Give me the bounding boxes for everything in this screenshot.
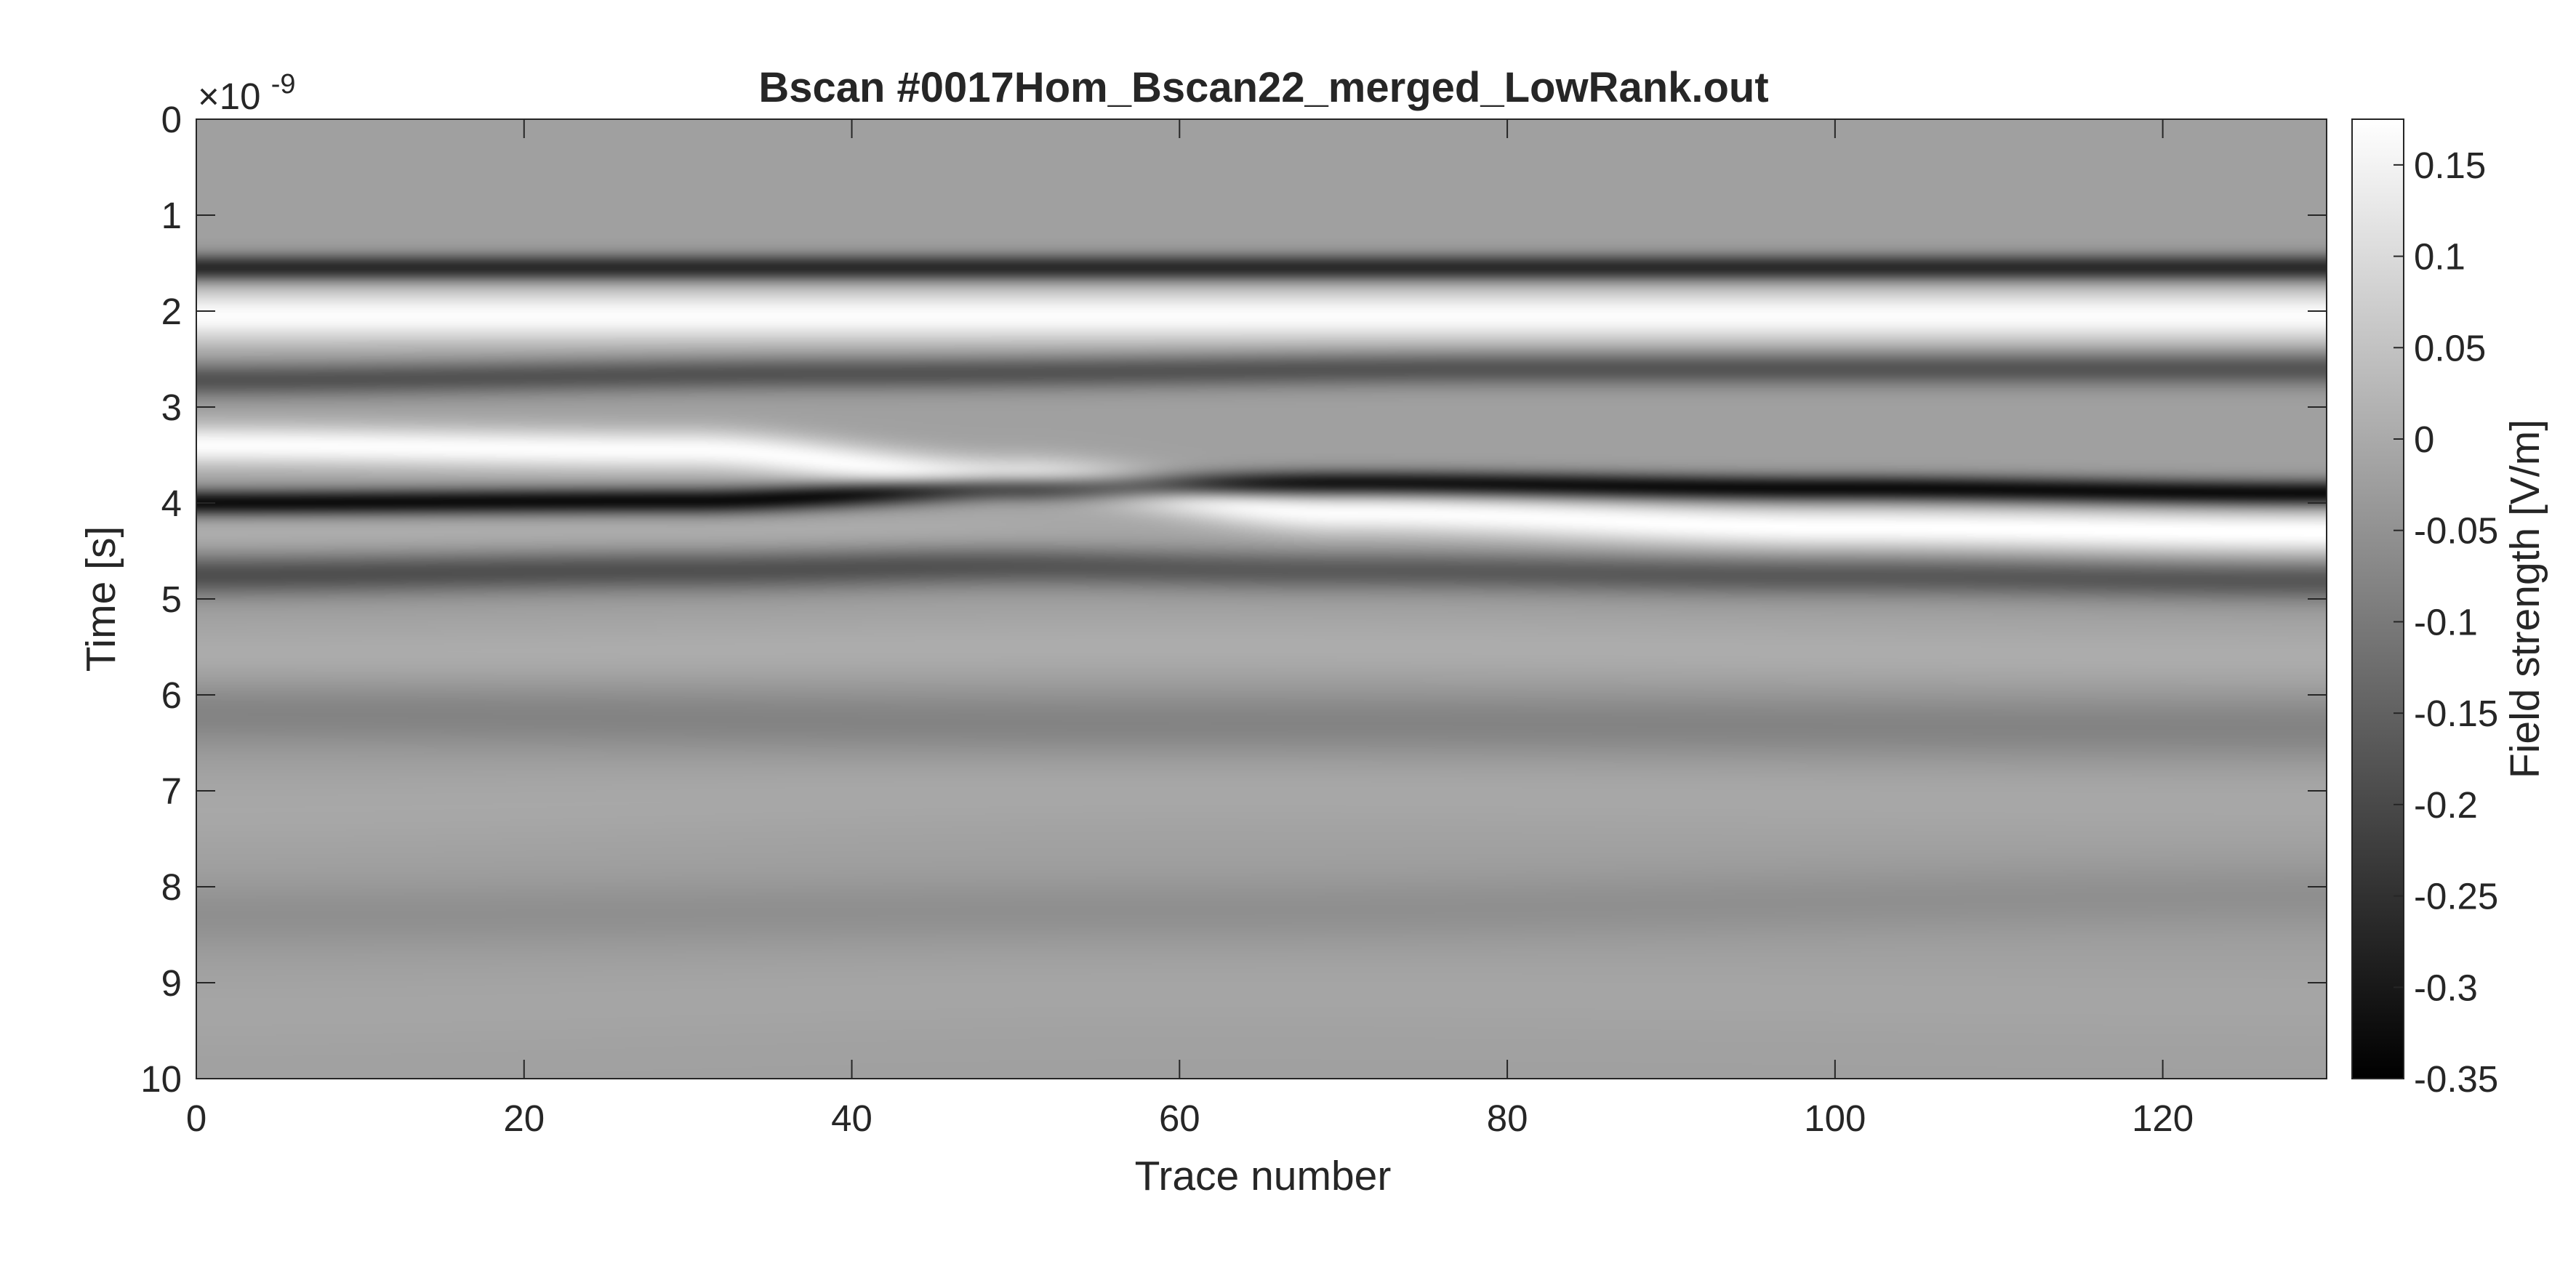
colorbar-tick-label: 0.15	[2414, 145, 2486, 186]
y-tick-label: 9	[161, 962, 182, 1004]
y-axis: 0 1 2 3 4 5 6 7 8 9 10	[140, 99, 2327, 1100]
y-tick-label: 10	[140, 1058, 182, 1100]
y-axis-label: Time [s]	[78, 526, 124, 672]
colorbar-ticks: 0.15 0.1 0.05 0 -0.05 -0.1 -0.15 -0.2 -0.25 -0.3 -…	[2394, 145, 2498, 1100]
colorbar-label: Field strength [V/m]	[2502, 419, 2548, 778]
x-tick-label: 40	[831, 1098, 872, 1139]
y-tick-label: 2	[161, 291, 182, 332]
colorbar-tick-label: -0.25	[2414, 876, 2498, 917]
chart-title: Bscan #0017Hom_Bscan22_merged_LowRank.ou…	[758, 64, 1768, 111]
y-tick-label: 1	[161, 195, 182, 236]
colorbar-tick-label: 0	[2414, 419, 2434, 460]
x-tick-label: 0	[186, 1098, 206, 1139]
y-axis-exponent: ×10 -9	[198, 69, 295, 117]
colorbar: 0.15 0.1 0.05 0 -0.05 -0.1 -0.15 -0.2 -0.25 -0.3 -…	[2351, 118, 2548, 1100]
svg-text:×10 -9: ×10 -9	[198, 69, 295, 117]
y-tick-label: 0	[161, 99, 182, 140]
y-tick-label: 4	[161, 483, 182, 524]
y-tick-label: 7	[161, 770, 182, 812]
colorbar-tick-label: -0.15	[2414, 693, 2498, 734]
colorbar-tick-label: -0.35	[2414, 1058, 2498, 1100]
y-exponent-base: ×10	[198, 76, 261, 117]
bscan-heatmap	[196, 119, 2327, 1079]
colorbar-tick-label: 0.05	[2414, 327, 2486, 369]
x-tick-label: 100	[1804, 1098, 1866, 1139]
y-exponent-power: -9	[271, 69, 296, 100]
colorbar-tick-label: -0.2	[2414, 784, 2478, 826]
y-tick-label: 5	[161, 579, 182, 620]
x-tick-label: 60	[1159, 1098, 1200, 1139]
y-tick-label: 6	[161, 675, 182, 716]
x-axis: 0 20 40 60 80 100 120	[186, 119, 2194, 1139]
x-axis-label: Trace number	[1135, 1153, 1392, 1199]
plot-area	[196, 118, 2327, 1079]
colorbar-tick-label: -0.05	[2414, 510, 2498, 552]
x-tick-label: 80	[1487, 1098, 1528, 1139]
colorbar-tick-label: -0.1	[2414, 601, 2478, 643]
y-tick-label: 8	[161, 866, 182, 908]
x-tick-label: 20	[503, 1098, 545, 1139]
colorbar-tick-label: 0.1	[2414, 236, 2465, 278]
colorbar-tick-label: -0.3	[2414, 967, 2478, 1008]
x-tick-label: 120	[2132, 1098, 2194, 1139]
y-tick-label: 3	[161, 387, 182, 428]
colorbar-gradient	[2351, 118, 2404, 1079]
